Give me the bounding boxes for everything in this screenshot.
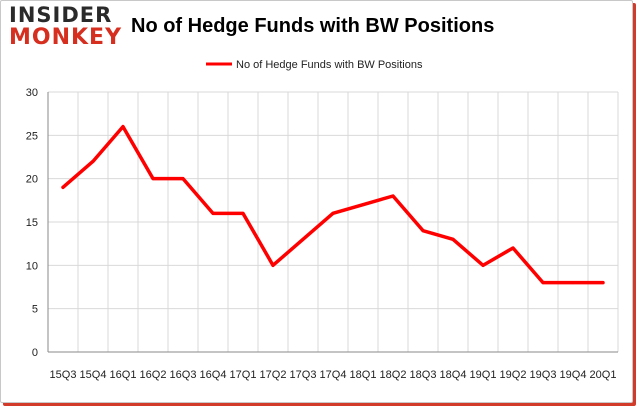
x-tick-label: 18Q3 — [410, 369, 437, 381]
data-point — [361, 203, 365, 207]
data-point — [151, 177, 155, 181]
x-tick-label: 15Q3 — [50, 369, 77, 381]
legend-label: No of Hedge Funds with BW Positions — [236, 59, 423, 71]
logo-top-text: INSIDER — [9, 3, 113, 27]
y-tick-label: 15 — [26, 217, 38, 229]
x-tick-label: 16Q3 — [170, 369, 197, 381]
data-point — [421, 229, 425, 233]
x-tick-label: 15Q4 — [80, 369, 107, 381]
x-tick-label: 18Q4 — [440, 369, 467, 381]
y-tick-label: 0 — [32, 347, 38, 359]
x-tick-label: 17Q3 — [290, 369, 317, 381]
data-point — [511, 246, 515, 250]
y-tick-label: 30 — [26, 87, 38, 99]
logo-bottom-text: MONKEY — [9, 25, 123, 50]
data-point — [91, 159, 95, 163]
data-point — [121, 125, 125, 129]
data-point — [571, 281, 575, 285]
data-point — [601, 281, 605, 285]
x-tick-label: 19Q1 — [470, 369, 497, 381]
data-point — [451, 237, 455, 241]
insider-monkey-logo: INSIDER MONKEY — [9, 5, 121, 49]
x-tick-label: 19Q4 — [560, 369, 587, 381]
chart-legend: No of Hedge Funds with BW Positions — [206, 59, 423, 71]
data-point — [181, 177, 185, 181]
y-tick-label: 25 — [26, 130, 38, 142]
x-tick-label: 17Q2 — [260, 369, 287, 381]
x-tick-label: 17Q4 — [320, 369, 347, 381]
data-point — [271, 263, 275, 267]
x-tick-label: 16Q4 — [200, 369, 227, 381]
data-point — [331, 211, 335, 215]
x-tick-label: 19Q3 — [530, 369, 557, 381]
y-tick-label: 5 — [32, 304, 38, 316]
data-point — [301, 237, 305, 241]
x-tick-label: 20Q1 — [590, 369, 617, 381]
x-tick-label: 19Q2 — [500, 369, 527, 381]
x-tick-label: 16Q2 — [140, 369, 167, 381]
data-point — [391, 194, 395, 198]
x-tick-label: 16Q1 — [110, 369, 137, 381]
x-tick-label: 18Q1 — [350, 369, 377, 381]
data-point — [481, 263, 485, 267]
y-tick-label: 10 — [26, 260, 38, 272]
x-tick-label: 17Q1 — [230, 369, 257, 381]
series-line — [61, 124, 605, 285]
data-point — [541, 281, 545, 285]
data-point — [241, 211, 245, 215]
data-point — [61, 185, 65, 189]
x-tick-label: 18Q2 — [380, 369, 407, 381]
data-point — [211, 211, 215, 215]
chart-title: No of Hedge Funds with BW Positions — [131, 15, 495, 37]
y-tick-label: 20 — [26, 174, 38, 186]
